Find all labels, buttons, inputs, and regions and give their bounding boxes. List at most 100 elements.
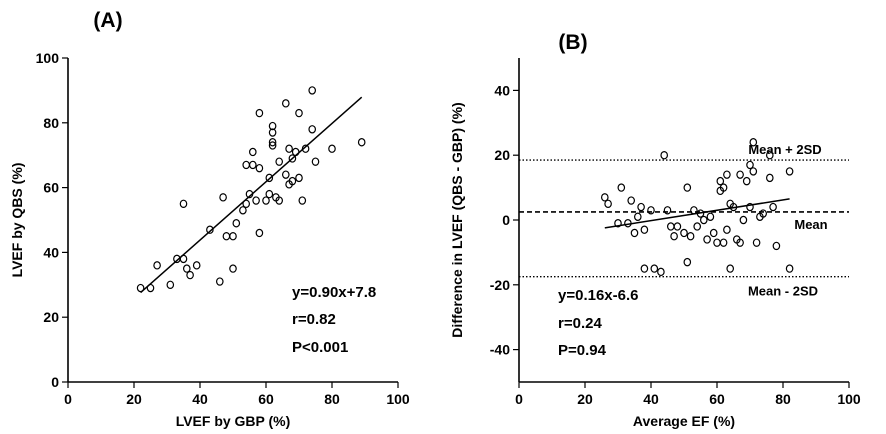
panel-a-x-tick-label: 100 — [386, 391, 410, 407]
panel-a-data-point — [328, 144, 336, 153]
panel-a-data-point — [192, 261, 201, 270]
panel-b-chart: (B) 0 20 40 60 80 100 -40 -20 0 20 40 Average EF (%)… — [449, 31, 861, 429]
panel-b-data-point — [765, 150, 774, 160]
panel-b-data-point — [600, 193, 609, 202]
panel-b-data-point — [640, 264, 649, 273]
panel-a-data-point — [268, 138, 277, 147]
panel-a-data-point — [252, 196, 260, 205]
panel-b-data-point — [683, 183, 692, 192]
panel-a-x-axis-label: LVEF by GBP (%) — [176, 413, 291, 429]
panel-b-data-point — [693, 222, 702, 231]
panel-a-title: (A) — [93, 9, 122, 32]
panel-a-data-point — [183, 264, 191, 273]
panel-b-x-tick-label: 100 — [837, 391, 861, 407]
panel-a-data-point — [222, 231, 231, 241]
panel-a-data-point — [288, 176, 297, 186]
panel-b-data-point — [706, 212, 715, 221]
panel-b-data-point — [647, 206, 655, 215]
panel-a-data-point — [239, 206, 247, 215]
panel-a-data-point — [262, 196, 270, 205]
panel-b-data-point — [765, 173, 774, 183]
panel-b-data-point — [719, 238, 728, 247]
panel-b-reference-label: Mean + 2SD — [748, 142, 821, 157]
panel-a-x-tick-label: 20 — [126, 391, 142, 407]
panel-a-data-point — [311, 157, 320, 166]
panel-a-data-point — [295, 108, 303, 118]
panel-a-data-point — [216, 277, 224, 286]
panel-a-annotation: P<0.001 — [292, 339, 348, 356]
panel-b-annotation: y=0.16x-6.6 — [558, 287, 639, 304]
panel-a-data-point — [249, 160, 257, 170]
panel-a-data-point — [255, 163, 264, 173]
panel-a-data-point — [357, 138, 366, 147]
panel-a-y-tick-label: 60 — [43, 180, 59, 196]
panel-a-data-point — [265, 173, 274, 183]
panel-a-data-point — [281, 170, 290, 179]
panel-b-data-point — [673, 222, 682, 231]
panel-b-x-tick-label: 40 — [643, 391, 659, 407]
panel-a-data-point — [232, 219, 241, 228]
panel-b-data-point — [666, 222, 675, 231]
panel-a-x-tick-label: 0 — [64, 391, 72, 407]
panel-a-data-point — [288, 154, 297, 163]
panel-b-y-tick-label: 0 — [502, 212, 510, 228]
panel-a-data-point — [308, 86, 317, 95]
panel-b-data-point — [686, 231, 695, 241]
panel-a-y-axis-label: LVEF by QBS (%) — [9, 163, 25, 278]
panel-a-data-point — [268, 128, 277, 137]
panel-b-data-point — [633, 212, 642, 221]
panel-b-data-point — [713, 238, 721, 247]
panel-a-data-point — [229, 264, 237, 273]
panel-a-data-point — [255, 228, 264, 238]
panel-a-annotation: y=0.90x+7.8 — [292, 284, 376, 301]
panel-b-y-tick-label: -40 — [490, 342, 510, 358]
panel-a-data-point — [219, 193, 227, 202]
panel-a-y-tick-label: 20 — [43, 309, 59, 325]
panel-a-data-point — [249, 147, 257, 157]
panel-b-data-point — [680, 228, 688, 238]
panel-b-data-point — [769, 202, 777, 212]
panel-b-data-point — [752, 238, 761, 247]
panel-a-chart: (A) 0 20 40 60 80 100 0 20 40 60 80 100 LVEF by GBP (… — [9, 9, 410, 429]
panel-b-data-point — [749, 167, 758, 176]
panel-a-data-point — [206, 225, 214, 234]
panel-a-data-point — [179, 199, 188, 208]
panel-a-data-point — [186, 270, 194, 280]
panel-b-data-point — [736, 238, 744, 247]
panel-b-data-point — [657, 267, 665, 277]
panel-a-annotation: r=0.82 — [292, 311, 336, 328]
panel-a-data-point — [275, 157, 284, 166]
panel-a-x-tick-label: 60 — [258, 391, 274, 407]
panel-b-regression-line — [604, 198, 790, 229]
panel-b-data-point — [785, 167, 794, 176]
panel-a-data-point — [268, 121, 277, 131]
panel-b-data-point — [723, 225, 731, 234]
panel-b-data-point — [670, 231, 678, 241]
panel-b-data-point — [719, 183, 728, 192]
panel-b-data-point — [742, 176, 751, 186]
panel-b-annotation: P=0.94 — [558, 342, 607, 359]
panel-b-data-point — [726, 264, 735, 273]
panel-b-data-point — [650, 264, 659, 273]
panel-a-data-point — [275, 196, 284, 205]
panel-b-data-point — [617, 183, 626, 192]
panel-b-data-point — [637, 202, 645, 212]
panel-a-data-point — [229, 231, 237, 241]
panel-b-x-tick-label: 20 — [577, 391, 593, 407]
panel-b-data-point — [660, 150, 669, 160]
panel-a-data-point — [242, 160, 251, 170]
panel-a-data-point — [153, 261, 161, 270]
panel-b-data-point — [746, 202, 754, 212]
panel-a-data-point — [166, 280, 175, 289]
panel-b-y-axis-label: Difference in LVEF (QBS - GBP) (%) — [449, 102, 465, 337]
panel-b-data-point — [663, 206, 672, 215]
panel-b-x-tick-label: 80 — [775, 391, 791, 407]
panel-a-data-point — [255, 108, 264, 118]
panel-a-data-point — [295, 173, 303, 183]
panel-a-y-tick-label: 100 — [36, 50, 60, 66]
panel-b-data-point — [772, 241, 781, 251]
panel-a-data-point — [308, 125, 317, 134]
panel-b-data-point — [723, 170, 731, 179]
panel-b-data-point — [699, 215, 708, 225]
panel-a-y-tick-label: 0 — [51, 374, 59, 390]
